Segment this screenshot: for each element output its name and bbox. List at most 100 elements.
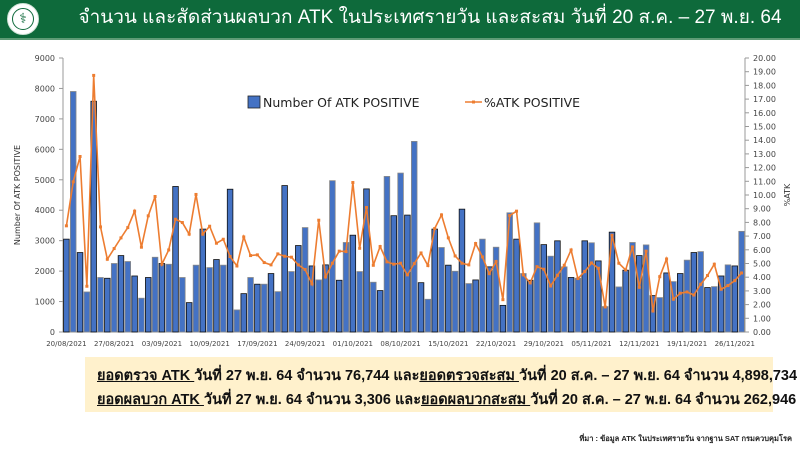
pct-marker [228, 255, 232, 259]
right-tick-label: 13.00 [753, 150, 776, 159]
bar [213, 259, 220, 333]
pct-marker [630, 245, 634, 249]
x-tick-label: 19/11/2021 [667, 340, 707, 348]
pct-marker [610, 233, 614, 237]
bar [424, 298, 432, 333]
right-tick-label: 18.00 [753, 81, 776, 90]
left-tick-label: 3000 [35, 237, 55, 246]
bar [151, 256, 159, 333]
pct-marker [658, 275, 662, 279]
legend-bar-swatch [247, 95, 261, 109]
pct-marker [644, 249, 648, 253]
right-tick-label: 7.00 [753, 232, 771, 241]
bar [70, 91, 77, 333]
x-tick-label: 20/08/2021 [46, 340, 86, 348]
pct-marker [364, 205, 368, 209]
right-tick-label: 12.00 [753, 164, 776, 173]
pct-marker [412, 262, 416, 266]
bar [717, 275, 725, 333]
bar [356, 271, 363, 333]
bar [288, 271, 295, 333]
right-axis-title: %ATK [783, 183, 792, 206]
bar [533, 222, 541, 333]
pct-marker [283, 254, 287, 258]
pct-marker [637, 285, 641, 289]
bar [656, 297, 663, 333]
x-tick-label: 24/09/2021 [285, 340, 325, 348]
bar [397, 172, 404, 333]
bar [581, 240, 588, 333]
bar [342, 242, 350, 333]
left-tick-label: 4000 [35, 206, 55, 215]
bar [629, 242, 636, 333]
bar [267, 273, 275, 333]
pct-marker [214, 241, 218, 245]
right-tick-label: 2.00 [753, 301, 771, 310]
bar [383, 176, 391, 333]
pct-marker [262, 261, 266, 265]
bar [233, 309, 241, 333]
bar [363, 188, 370, 333]
pct-marker [64, 224, 68, 228]
left-tick-label: 7000 [35, 115, 55, 124]
bar [349, 234, 357, 333]
summary-label: ยอดผลบวก ATK [97, 392, 204, 408]
bar [138, 297, 145, 333]
bar [465, 283, 472, 333]
pct-marker [583, 270, 587, 274]
bar [520, 273, 527, 333]
x-tick-label: 15/10/2021 [428, 340, 468, 348]
pct-marker [194, 192, 198, 196]
summary-label: ยอดตรวจสะสม [419, 368, 519, 384]
left-tick-label: 0 [50, 328, 55, 337]
pct-marker [712, 262, 716, 266]
summary-box: ยอดตรวจ ATK วันที่ 27 พ.ย. 64 จำนวน 76,7… [85, 357, 797, 412]
x-tick-label: 12/11/2021 [619, 340, 659, 348]
x-tick-label: 03/09/2021 [142, 340, 182, 348]
bar [145, 277, 152, 333]
bar [417, 282, 425, 333]
pct-marker [160, 262, 164, 266]
summary-text: วันที่ 20 ส.ค. – 27 พ.ย. 64 จำนวน 4,898,… [518, 368, 798, 384]
pct-marker [699, 282, 703, 286]
pct-marker [255, 253, 259, 257]
pct-marker [501, 298, 505, 302]
pct-marker [105, 257, 109, 261]
pct-marker [521, 273, 525, 277]
right-tick-label: 8.00 [753, 218, 771, 227]
right-tick-label: 5.00 [753, 260, 771, 269]
bar [185, 302, 193, 333]
bar [322, 264, 329, 333]
bar [370, 281, 377, 333]
bar [158, 263, 166, 333]
bar [731, 265, 738, 333]
pct-marker [446, 236, 450, 240]
pct-marker [112, 247, 116, 251]
pct-marker [665, 257, 669, 261]
pct-line [65, 75, 743, 312]
legend-line-label: %ATK POSITIVE [484, 95, 580, 110]
bar [595, 260, 602, 333]
bar [260, 283, 268, 333]
bar [540, 244, 548, 333]
pct-marker [555, 273, 559, 277]
pct-marker [385, 260, 389, 264]
x-tick-label: 05/11/2021 [571, 340, 611, 348]
bar [179, 277, 186, 333]
bar [63, 238, 70, 333]
right-tick-label: 11.00 [753, 177, 776, 186]
bar [636, 255, 643, 333]
bar [76, 252, 84, 333]
bar [547, 255, 554, 333]
x-tick-label: 01/10/2021 [333, 340, 373, 348]
pct-marker [576, 277, 580, 281]
bar [642, 244, 650, 333]
bar [711, 286, 718, 333]
pct-marker [590, 261, 594, 265]
legend-bar-label: Number Of ATK POSITIVE [263, 95, 420, 110]
pct-marker [296, 263, 300, 267]
bar [513, 238, 520, 333]
bar [308, 265, 316, 333]
x-tick-label: 22/10/2021 [476, 340, 516, 348]
pct-marker [692, 293, 696, 297]
